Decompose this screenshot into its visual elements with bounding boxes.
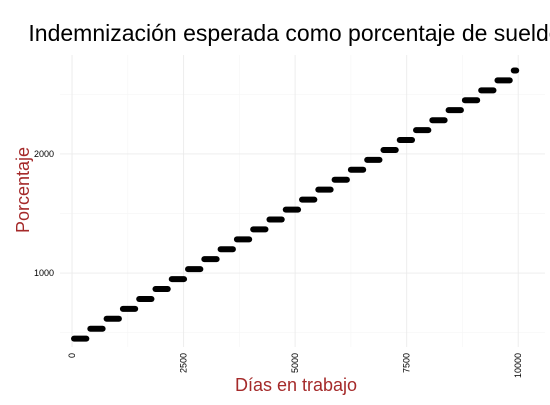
y-tick-label: 1000 xyxy=(34,268,54,278)
y-axis-title: Porcentaje xyxy=(13,147,33,233)
x-tick-label: 5000 xyxy=(290,353,300,373)
grid-layer xyxy=(60,55,545,347)
data-marks xyxy=(71,67,520,342)
axis-ticks: 0 2500 5000 7500 10000 1000 2000 xyxy=(34,149,523,378)
x-tick-label: 10000 xyxy=(513,353,523,378)
x-tick-label: 7500 xyxy=(402,353,412,373)
x-tick-label: 2500 xyxy=(179,353,189,373)
x-tick-label: 0 xyxy=(67,353,77,358)
y-tick-label: 2000 xyxy=(34,149,54,159)
x-axis-title: Días en trabajo xyxy=(235,375,357,395)
chart-title: Indemnización esperada como porcentaje d… xyxy=(28,20,550,46)
